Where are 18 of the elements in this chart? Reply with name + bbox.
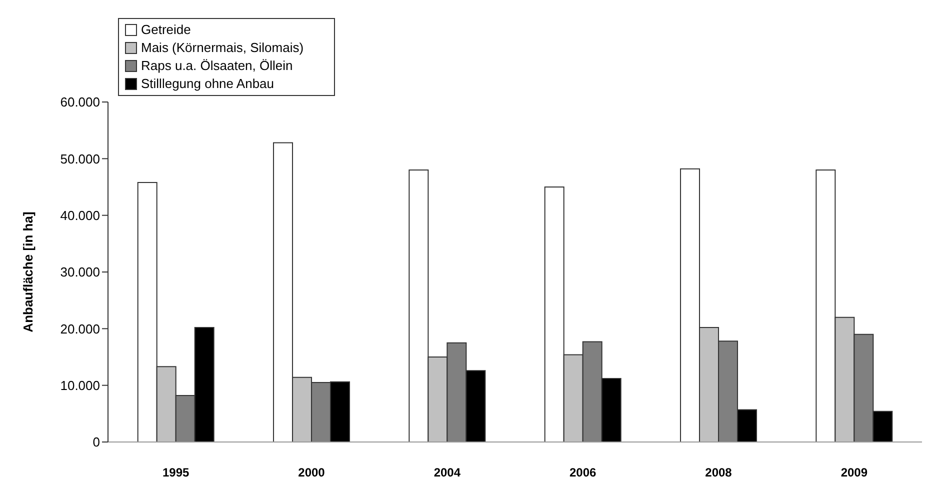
y-tick-label: 50.000: [60, 151, 100, 166]
y-tick-label: 10.000: [60, 378, 100, 393]
legend-label: Raps u.a. Ölsaaten, Öllein: [141, 57, 293, 75]
y-tick-label: 20.000: [60, 321, 100, 336]
y-tick-label: 40.000: [60, 208, 100, 223]
legend-label: Mais (Körnermais, Silomais): [141, 39, 304, 57]
y-tick-label: 60.000: [60, 94, 100, 110]
legend-label: Getreide: [141, 21, 191, 39]
x-tick-label: 2000: [298, 466, 326, 480]
x-tick-label: 2008: [705, 466, 732, 480]
x-tick-label: 1995: [162, 466, 190, 480]
y-tick-label: 0: [92, 434, 100, 450]
legend-label: Stilllegung ohne Anbau: [141, 75, 274, 93]
y-tick-label: 30.000: [60, 264, 100, 280]
x-tick-label: 2006: [569, 466, 597, 480]
x-tick-label: 2009: [840, 466, 868, 480]
x-tick-label: 2004: [434, 466, 461, 480]
y-axis-title: Anbaufläche [in ha]: [20, 212, 36, 332]
